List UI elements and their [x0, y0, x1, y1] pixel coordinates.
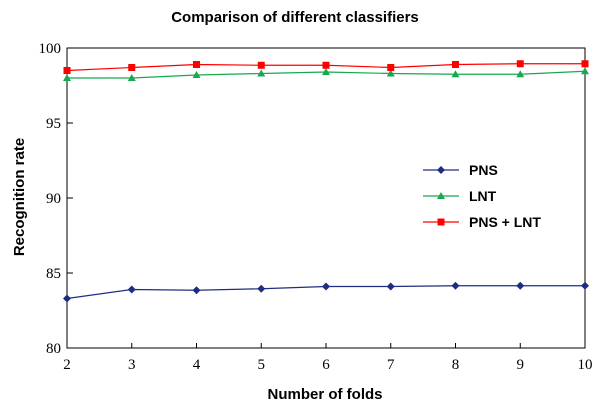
x-tick-label: 10 [578, 357, 593, 373]
data-point [127, 74, 136, 81]
data-point [63, 74, 71, 81]
data-point [516, 70, 525, 78]
legend-item: PNS + LNT [423, 214, 541, 230]
data-point [322, 282, 330, 291]
y-tick-label: 95 [46, 116, 61, 132]
series-pns [63, 281, 589, 303]
x-tick-label: 5 [258, 357, 266, 373]
legend-label: LNT [469, 188, 497, 204]
data-point [192, 71, 201, 78]
x-tick-label: 9 [517, 357, 525, 373]
data-point [322, 68, 330, 75]
data-point [516, 60, 524, 68]
data-point [386, 282, 395, 291]
legend-marker [437, 166, 445, 174]
y-tick-label: 80 [46, 341, 61, 357]
series-pns-lnt [63, 60, 589, 74]
x-axis-label: Number of folds [268, 386, 383, 403]
data-point [63, 294, 71, 303]
data-point [193, 61, 200, 68]
legend: PNS LNT PNS + LNT [423, 162, 541, 230]
x-axis: 2 3 4 5 6 7 8 9 10 [63, 343, 593, 373]
data-point [451, 281, 460, 290]
data-point [127, 285, 136, 294]
y-tick-label: 100 [39, 41, 62, 57]
x-tick-label: 4 [193, 357, 201, 373]
y-tick-label: 85 [46, 266, 61, 282]
data-point [581, 60, 589, 68]
x-tick-label: 7 [387, 357, 395, 373]
data-point [387, 64, 395, 71]
data-point [257, 61, 265, 69]
y-axis-label: Recognition rate [11, 138, 28, 256]
legend-label: PNS [469, 162, 498, 178]
data-point [192, 286, 201, 295]
y-tick-label: 90 [46, 191, 61, 207]
data-point [386, 69, 395, 77]
plot-border [66, 47, 586, 349]
x-tick-label: 8 [452, 357, 460, 373]
data-point [452, 61, 459, 68]
data-point [581, 67, 589, 75]
data-point [128, 64, 136, 71]
data-point [516, 281, 525, 290]
x-tick-label: 3 [128, 357, 136, 373]
legend-item: LNT [423, 188, 497, 204]
data-point [257, 69, 266, 77]
legend-item: PNS [423, 162, 498, 178]
series-layer [63, 60, 589, 303]
plot-area [66, 47, 586, 349]
data-point [63, 67, 71, 74]
x-tick-label: 2 [63, 357, 71, 373]
data-point [257, 284, 266, 293]
legend-marker [437, 192, 445, 199]
y-axis: 80 85 90 95 100 [39, 41, 73, 357]
series-lnt [63, 67, 589, 81]
chart-title: Comparison of different classifiers [171, 9, 419, 26]
data-point [451, 70, 460, 78]
data-point [322, 61, 330, 69]
legend-label: PNS + LNT [469, 214, 541, 230]
x-tick-label: 6 [322, 357, 330, 373]
data-point [581, 281, 589, 290]
legend-marker [437, 218, 445, 226]
